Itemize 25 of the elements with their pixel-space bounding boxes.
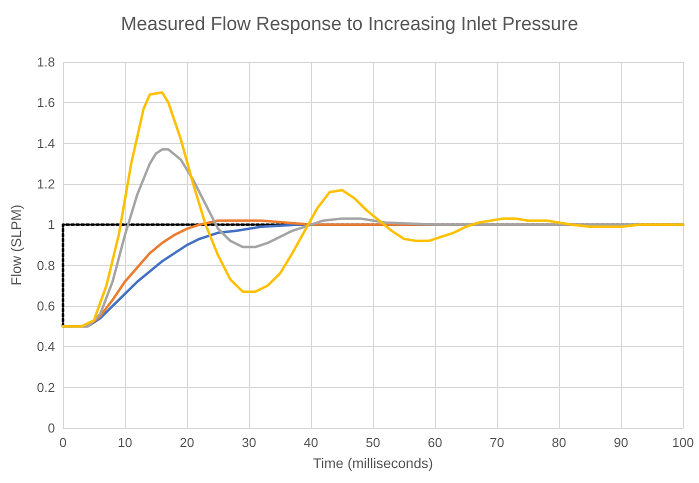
x-tick-label: 40 <box>304 435 318 450</box>
y-tick-label: 0 <box>48 420 55 436</box>
x-tick-label: 20 <box>180 435 194 450</box>
x-tick-label: 70 <box>490 435 504 450</box>
y-tick-label: 0.8 <box>36 258 55 273</box>
y-tick-label: 1.8 <box>36 54 55 70</box>
y-tick-label: 0.2 <box>36 380 55 395</box>
x-axis-title: Time (milliseconds) <box>312 455 434 471</box>
x-tick-label: 0 <box>59 435 67 450</box>
x-tick-label: 100 <box>672 435 694 450</box>
y-tick-label: 1.6 <box>36 95 55 110</box>
x-tick-label: 90 <box>614 435 628 450</box>
line-series <box>62 91 684 328</box>
x-tick-label: 60 <box>428 435 442 450</box>
x-tick-label: 10 <box>118 435 132 450</box>
chart-title: Measured Flow Response to Increasing Inlet Pressure <box>120 14 578 35</box>
y-axis-title: Flow (SLPM) <box>8 204 24 286</box>
x-tick-label: 80 <box>552 435 566 450</box>
x-tick-label: 50 <box>366 435 380 450</box>
y-tick-label: 1 <box>48 217 55 232</box>
y-tick-label: 0.4 <box>36 339 55 354</box>
y-tick-label: 0.6 <box>36 298 55 314</box>
y-tick-label: 1.2 <box>36 176 55 192</box>
x-tick-label: 30 <box>242 435 256 450</box>
y-tick-label: 1.4 <box>36 136 55 151</box>
